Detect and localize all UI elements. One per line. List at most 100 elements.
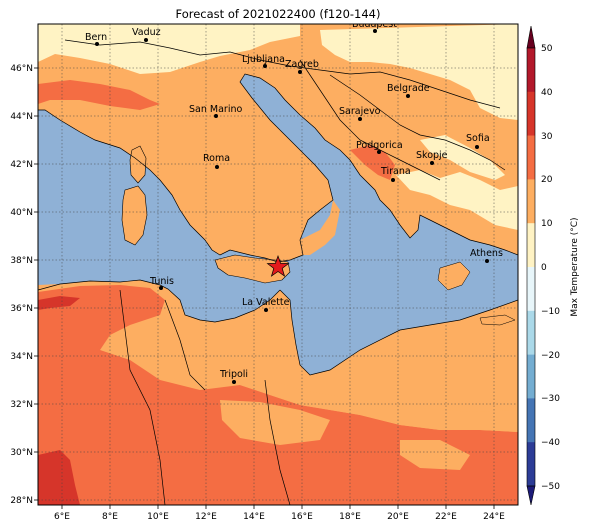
africa-light-pocket-2 [220, 400, 330, 445]
city-dot-bern [95, 42, 99, 46]
city-label-belgrade: Belgrade [387, 83, 430, 94]
colorbar-label: Max Temperature (°C) [570, 217, 580, 316]
city-label-budapest: Budapest [352, 19, 397, 30]
balkan-warm-zone [350, 145, 395, 180]
city-dot-tirana [391, 178, 395, 182]
ticks [34, 67, 495, 509]
colorbar-tick: 0 [541, 263, 547, 273]
city-dots [95, 29, 489, 384]
city-dot-la-valette [264, 308, 268, 312]
lat-label: 46°N [10, 64, 33, 74]
city-dot-sarajevo [358, 117, 362, 121]
colorbar-tick: −10 [541, 307, 560, 317]
colorbar-segment [527, 354, 535, 399]
lon-label: 24°E [483, 512, 505, 522]
lat-label: 40°N [10, 208, 33, 218]
city-label-tunis: Tunis [149, 276, 174, 287]
crete [479, 314, 516, 326]
colorbar-tick: 30 [541, 132, 553, 142]
city-dot-zagreb [298, 70, 302, 74]
lon-label: 20°E [387, 512, 409, 522]
city-dot-tunis [159, 286, 163, 290]
city-label-skopje: Skopje [416, 150, 448, 161]
city-label-bern: Bern [85, 32, 107, 43]
colorbar-tick: 40 [541, 88, 553, 98]
colorbar-bottom-arrow [526, 485, 536, 506]
lon-label: 10°E [147, 512, 169, 522]
city-dot-ljubljana [263, 64, 267, 68]
city-label-roma: Roma [203, 153, 230, 164]
lat-label: 38°N [10, 256, 33, 266]
city-label-san-marino: San Marino [189, 104, 242, 115]
colorbar-ticks: 50 40 30 20 10 0 −10 −20 −30 −40 −50 [541, 44, 560, 492]
colorbar-tick: 20 [541, 175, 553, 185]
calabria [300, 200, 340, 255]
map-area: Bern Vaduz Budapest Ljubljana Zagreb San… [38, 19, 518, 505]
city-label-ljubljana: Ljubljana [242, 54, 285, 65]
gridlines [38, 24, 518, 505]
lat-label: 34°N [10, 352, 33, 362]
lat-label: 36°N [10, 304, 33, 314]
colorbar-tick: −50 [541, 482, 560, 492]
colorbar-tick: −40 [541, 438, 560, 448]
colorbar-segment [527, 91, 535, 136]
lat-label: 30°N [10, 448, 33, 458]
city-dot-sofia [475, 145, 479, 149]
city-label-la-valette: La Valette [242, 297, 290, 308]
lon-label: 6°E [54, 512, 70, 522]
lat-label: 42°N [10, 160, 33, 170]
city-dot-belgrade [406, 94, 410, 98]
colorbar-segment [527, 398, 535, 443]
colorbar-tick: 10 [541, 219, 553, 229]
colorbar-frame [526, 47, 536, 487]
lon-labels: 6°E 8°E 10°E 12°E 14°E 16°E 18°E 20°E 22… [54, 512, 505, 522]
city-dot-skopje [430, 161, 434, 165]
city-dot-san-marino [214, 114, 218, 118]
colorbar-segments [527, 48, 535, 487]
colorbar-segment [527, 223, 535, 268]
lat-label: 44°N [10, 112, 33, 122]
lon-label: 18°E [339, 512, 361, 522]
north-warm-band [38, 80, 160, 110]
city-dot-roma [215, 165, 219, 169]
city-dot-budapest [373, 29, 377, 33]
coastlines [38, 39, 518, 505]
sea-region [38, 74, 518, 375]
alps-cool-zone [38, 24, 300, 74]
africa-light-pocket [140, 335, 205, 380]
city-dot-tripoli [232, 380, 236, 384]
lon-label: 8°E [102, 512, 118, 522]
colorbar-top-arrow [526, 25, 536, 49]
city-label-podgorica: Podgorica [356, 140, 403, 151]
lon-label: 14°E [243, 512, 265, 522]
colorbar-segment [527, 442, 535, 487]
city-label-vaduz: Vaduz [132, 27, 161, 38]
lat-label: 28°N [10, 496, 33, 506]
city-label-tripoli: Tripoli [219, 369, 248, 380]
lat-labels: 46°N 44°N 42°N 40°N 38°N 36°N 34°N 32°N … [10, 64, 33, 506]
libya-coast-band [200, 375, 518, 432]
map-frame [37, 23, 519, 506]
city-label-sarajevo: Sarajevo [339, 106, 381, 117]
balkan-cool-zone [320, 24, 518, 120]
city-dot-athens [485, 259, 489, 263]
lon-label: 12°E [195, 512, 217, 522]
location-star-icon [266, 254, 290, 277]
colorbar-tick: 50 [541, 44, 553, 54]
city-dot-podgorica [377, 150, 381, 154]
city-dot-vaduz [144, 38, 148, 42]
africa-hot-zone-2 [38, 296, 80, 310]
city-label-sofia: Sofia [466, 133, 490, 144]
balkan-cool-zone-2 [396, 170, 518, 230]
map-title: Forecast of 2021022400 (f120-144) [175, 7, 381, 21]
africa-hot-zone [38, 450, 80, 505]
colorbar-segment [527, 267, 535, 312]
colorbar-tick: −30 [541, 394, 560, 404]
sardinia [121, 185, 148, 246]
corsica [129, 145, 147, 184]
city-label-athens: Athens [470, 248, 503, 259]
colorbar-tick: −20 [541, 351, 560, 361]
greece-cool-zone [420, 135, 505, 180]
colorbar-segment [527, 135, 535, 180]
